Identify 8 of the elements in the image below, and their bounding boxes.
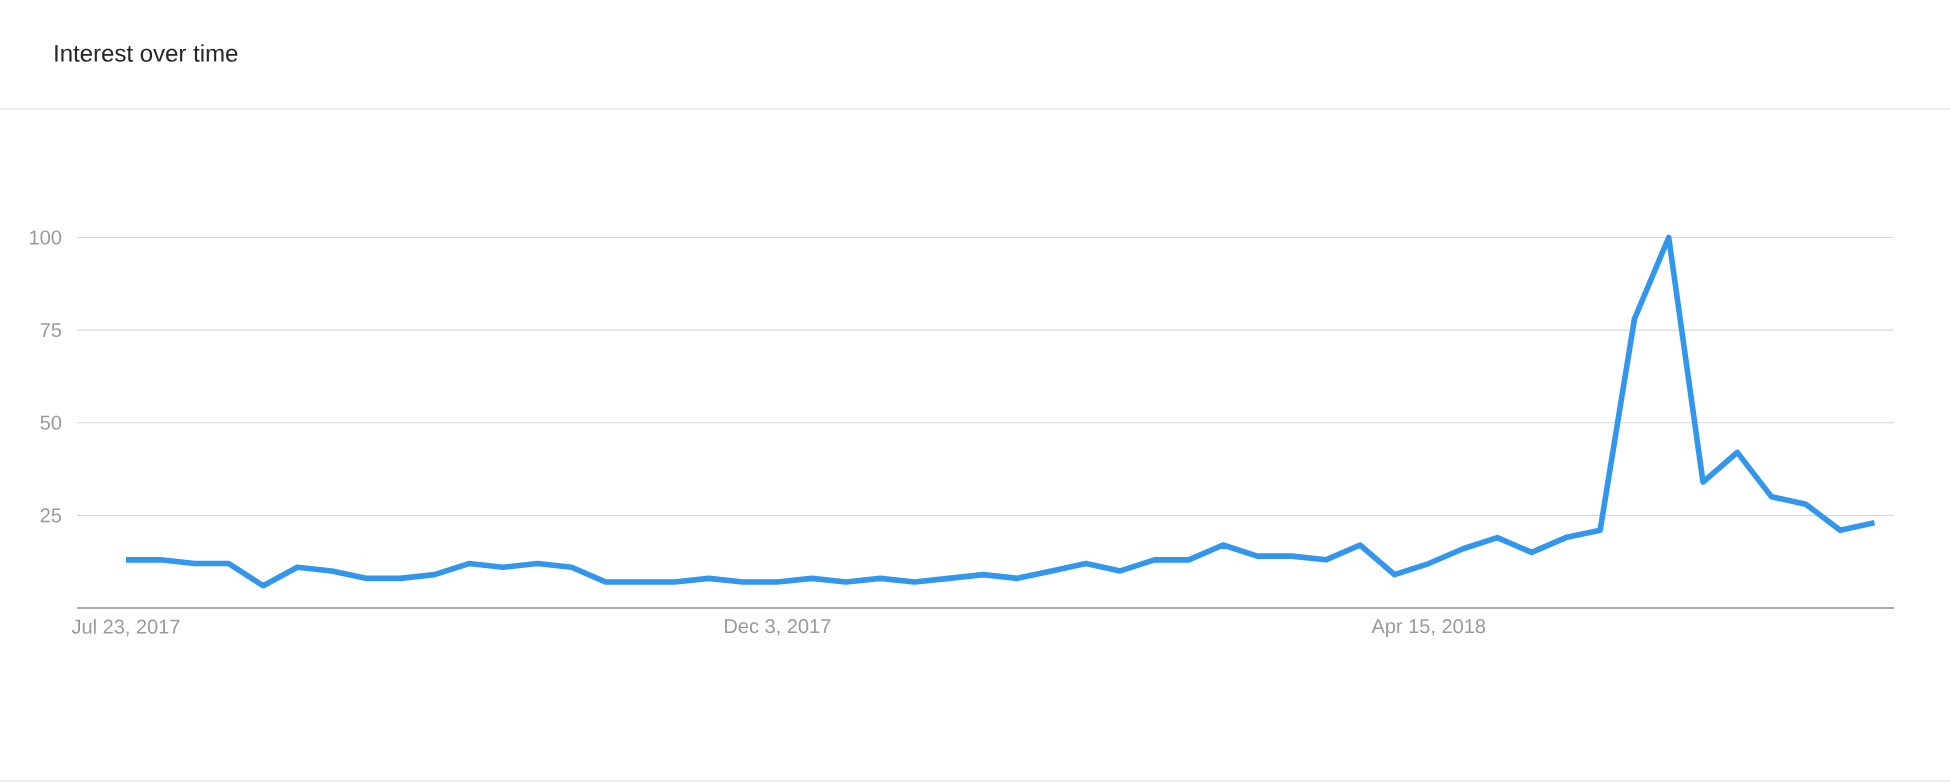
chart-title: Interest over time [55,44,238,62]
x-tick-label: Apr 15, 2018 [1371,619,1486,638]
y-tick-label: 50 [40,415,62,430]
y-tick-label: 100 [30,230,62,245]
y-tick-label: 25 [40,508,62,523]
y-tick-label: 75 [40,323,62,338]
x-tick-label: Dec 3, 2017 [725,619,831,636]
x-tick-label: Jul 23, 2017 [71,619,180,637]
